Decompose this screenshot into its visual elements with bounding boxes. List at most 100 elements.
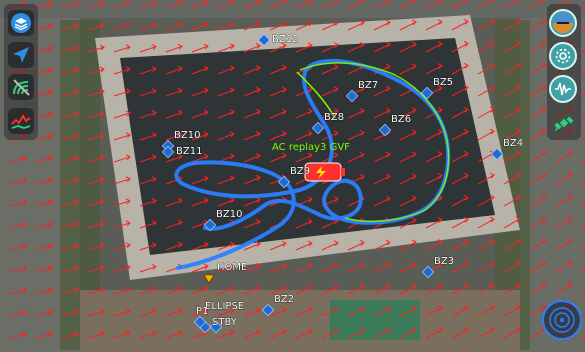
wind-arrow	[165, 221, 183, 229]
attitude-button[interactable]	[549, 9, 577, 37]
waveform-button[interactable]	[549, 75, 577, 103]
wind-arrow-head	[21, 1, 27, 8]
wind-arrow-head	[308, 0, 313, 5]
wind-arrow	[35, 267, 53, 273]
wind-arrow-head	[333, 284, 339, 291]
waypoint-marker-bz12[interactable]	[257, 33, 271, 47]
wind-arrow-head	[386, 0, 391, 4]
wind-arrow	[61, 200, 79, 207]
waypoint-marker-bz2[interactable]	[261, 303, 275, 317]
waypoint-marker-bz7[interactable]	[345, 89, 359, 103]
wind-arrow	[139, 156, 157, 163]
wind-arrow	[61, 112, 79, 119]
wind-arrow	[243, 89, 261, 97]
wind-arrow-head	[125, 66, 131, 73]
wind-arrow	[243, 199, 261, 207]
wind-arrow-head	[385, 85, 391, 92]
wind-arrow-head	[489, 106, 495, 113]
wind-arrow-head	[489, 40, 495, 47]
wind-arrow-head	[489, 282, 495, 289]
compass-button[interactable]	[542, 300, 582, 340]
wind-arrow	[9, 289, 27, 295]
wind-arrow	[321, 22, 339, 31]
wind-arrow	[165, 23, 183, 31]
aircraft-battery-icon[interactable]	[304, 162, 345, 182]
wind-arrow	[373, 263, 391, 273]
telemetry-button[interactable]	[8, 108, 34, 134]
wind-arrow	[139, 68, 157, 75]
wind-arrow-head	[125, 0, 131, 7]
waypoint-marker-p1[interactable]	[193, 315, 207, 329]
waypoint-marker-bz4[interactable]	[490, 147, 504, 161]
wind-arrow	[373, 87, 391, 97]
wind-arrow	[451, 306, 469, 317]
wind-arrow-head	[281, 64, 287, 71]
wind-arrow-head	[99, 242, 105, 249]
wind-arrow	[529, 262, 547, 273]
home-marker[interactable]	[203, 274, 215, 284]
waypoint-marker-bz9[interactable]	[277, 175, 291, 189]
wind-arrow-head	[411, 195, 417, 202]
wind-arrow-head	[73, 0, 79, 7]
waypoint-label-bz10b: BZ10	[216, 209, 242, 220]
attitude-icon	[553, 13, 573, 33]
settings-button[interactable]	[549, 42, 577, 70]
waypoint-label-bz5: BZ5	[433, 77, 453, 88]
wind-arrow-head	[463, 18, 469, 25]
wind-arrow-head	[99, 110, 105, 117]
wind-arrow	[61, 2, 79, 9]
waypoint-marker-bz6[interactable]	[378, 123, 392, 137]
waypoint-marker-bz8[interactable]	[311, 121, 325, 135]
wind-arrow-head	[411, 107, 417, 114]
wind-arrow-head	[21, 243, 27, 250]
wind-arrow-head	[411, 327, 417, 334]
wind-arrow-head	[255, 329, 261, 335]
layers-button[interactable]	[8, 10, 34, 36]
wind-arrow-head	[489, 172, 495, 179]
wind-arrow	[399, 307, 417, 317]
waypoint-marker-bz3[interactable]	[421, 265, 435, 279]
wind-arrow	[217, 23, 235, 31]
gps-button[interactable]	[551, 110, 577, 136]
wind-arrow	[35, 333, 53, 339]
wind-arrow-head	[73, 242, 79, 249]
wind-arrow-head	[515, 216, 521, 223]
wind-arrow-head	[281, 108, 287, 115]
navigate-button[interactable]	[8, 42, 34, 68]
wind-arrow	[425, 219, 443, 229]
wind-arrow-head	[229, 109, 235, 116]
link-button[interactable]	[8, 74, 34, 100]
wind-arrow-head	[151, 132, 157, 138]
wind-arrow	[9, 3, 27, 9]
wind-arrow-head	[437, 107, 443, 113]
settings-icon	[555, 48, 571, 64]
wind-arrow-head	[229, 329, 235, 336]
wind-arrow-head	[359, 261, 365, 268]
wind-arrow-head	[489, 18, 495, 25]
wind-arrow-head	[359, 107, 365, 114]
wind-arrow-head	[515, 194, 521, 201]
wind-arrow	[243, 133, 261, 141]
wind-arrow-head	[463, 40, 469, 47]
wind-arrow	[529, 108, 547, 119]
wind-arrow-head	[255, 219, 261, 225]
wind-arrow-head	[47, 177, 53, 183]
waypoint-marker-bz11[interactable]	[161, 145, 175, 159]
wind-arrow	[191, 45, 209, 53]
wind-arrow	[35, 201, 53, 207]
waypoint-marker-stby[interactable]	[209, 320, 223, 334]
wind-arrow	[165, 199, 183, 207]
wind-arrow-head	[359, 151, 365, 158]
wind-arrow	[295, 264, 313, 273]
wind-arrow-head	[567, 259, 573, 266]
wind-arrow-head	[125, 176, 131, 183]
wind-arrow-head	[125, 110, 131, 117]
wind-arrow-head	[151, 44, 157, 50]
wind-arrow	[529, 196, 547, 207]
waypoint-marker-bz5[interactable]	[420, 86, 434, 100]
wind-arrow	[113, 310, 131, 317]
waypoint-marker-bz10b[interactable]	[203, 218, 217, 232]
wind-arrow-head	[47, 45, 53, 51]
